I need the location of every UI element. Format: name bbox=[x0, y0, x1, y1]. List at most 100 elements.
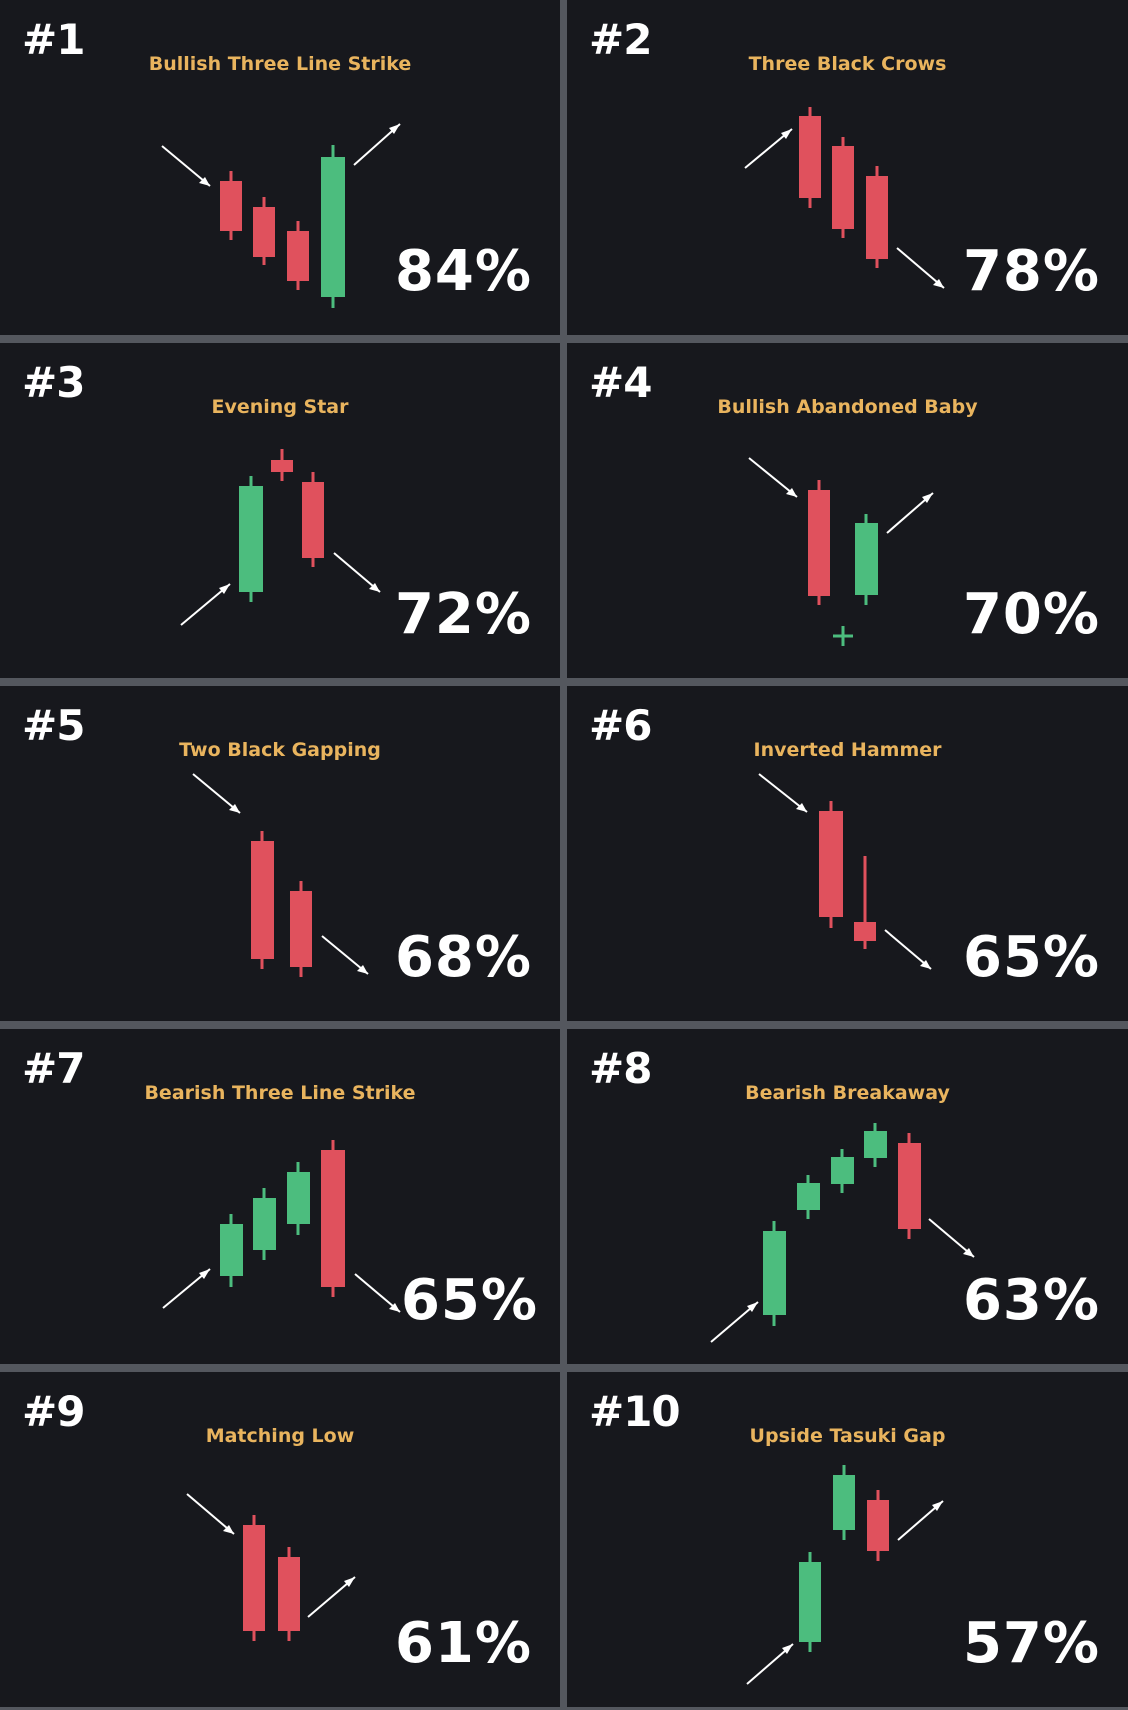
success-rate: 65% bbox=[400, 1268, 538, 1333]
pattern-panel-6: #6 Inverted Hammer 65% bbox=[567, 686, 1128, 1021]
arrow-down-in bbox=[748, 457, 798, 498]
pattern-name: Two Black Gapping bbox=[179, 739, 381, 761]
candlestick-diagram bbox=[744, 107, 945, 289]
arrow-up-out bbox=[307, 1576, 356, 1618]
pattern-panel-7: #7 Bearish Three Line Strike 65% bbox=[0, 1029, 560, 1364]
arrow-up-in bbox=[746, 1643, 794, 1685]
candle-bearish-small bbox=[271, 449, 293, 481]
pattern-name: Matching Low bbox=[205, 1425, 355, 1447]
pattern-panel-2: #2 Three Black Crows 78% bbox=[567, 0, 1128, 335]
arrow-up-in bbox=[162, 1268, 211, 1309]
pattern-panel-1: #1 Bullish Three Line Strike 84% bbox=[0, 0, 560, 335]
pattern-panel-3: #3 Evening Star 72% bbox=[0, 343, 560, 678]
candle-bearish bbox=[819, 801, 843, 928]
pattern-name: Bullish Three Line Strike bbox=[148, 53, 412, 75]
candle-bearish bbox=[278, 1547, 300, 1641]
candle-bullish bbox=[287, 1162, 310, 1235]
pattern-panel-4: #4 Bullish Abandoned Baby 70% bbox=[567, 343, 1128, 678]
rank-label: #7 bbox=[22, 1044, 85, 1093]
pattern-name: Three Black Crows bbox=[748, 53, 947, 75]
candle-bullish bbox=[253, 1188, 276, 1260]
candle-bullish bbox=[855, 514, 878, 605]
arrow-down-in bbox=[758, 773, 808, 813]
candle-bullish bbox=[864, 1123, 887, 1167]
candle-bullish bbox=[220, 1214, 243, 1287]
pattern-panel-10: #10 Upside Tasuki Gap 57% bbox=[567, 1372, 1128, 1707]
arrow-up-out bbox=[886, 492, 934, 534]
pattern-panel-9: #9 Matching Low 61% bbox=[0, 1372, 560, 1707]
success-rate: 84% bbox=[394, 239, 532, 304]
success-rate: 57% bbox=[962, 1611, 1100, 1676]
candle-bullish bbox=[797, 1175, 820, 1219]
candlestick-diagram bbox=[161, 123, 401, 308]
candlestick-diagram bbox=[710, 1123, 975, 1343]
candle-bearish bbox=[220, 171, 242, 240]
candle-bullish bbox=[321, 145, 345, 308]
arrow-down-in bbox=[192, 773, 241, 814]
success-rate: 61% bbox=[394, 1611, 532, 1676]
candle-bearish bbox=[866, 166, 888, 268]
rank-label: #2 bbox=[589, 15, 652, 64]
arrow-down-in bbox=[186, 1493, 235, 1535]
rank-label: #5 bbox=[22, 701, 85, 750]
candlestick-diagram bbox=[748, 457, 934, 646]
rank-label: #4 bbox=[589, 358, 652, 407]
arrow-up-out bbox=[897, 1500, 944, 1541]
rank-label: #1 bbox=[22, 15, 85, 64]
inverted-hammer-candle bbox=[854, 856, 876, 949]
success-rate: 78% bbox=[962, 239, 1100, 304]
candle-bearish bbox=[253, 197, 275, 265]
candle-bearish bbox=[808, 480, 830, 605]
arrow-down-out bbox=[321, 935, 369, 975]
candlestick-diagram bbox=[162, 1140, 401, 1313]
candle-bearish bbox=[867, 1490, 889, 1561]
candle-bearish bbox=[290, 881, 312, 977]
candle-bullish bbox=[799, 1552, 821, 1652]
success-rate: 70% bbox=[962, 582, 1100, 647]
pattern-panel-8: #8 Bearish Breakaway 63% bbox=[567, 1029, 1128, 1364]
arrow-down-in bbox=[161, 145, 211, 187]
candle-bearish bbox=[799, 107, 821, 208]
candle-bullish bbox=[831, 1149, 854, 1193]
success-rate: 65% bbox=[962, 925, 1100, 990]
candlestick-diagram bbox=[746, 1465, 944, 1685]
candlestick-diagram bbox=[758, 773, 932, 970]
pattern-name: Bearish Three Line Strike bbox=[144, 1082, 416, 1104]
arrow-up-in bbox=[710, 1301, 759, 1343]
candlestick-diagram bbox=[180, 449, 381, 626]
candle-bearish bbox=[898, 1133, 921, 1239]
candlestick-diagram bbox=[192, 773, 369, 977]
candle-bearish bbox=[321, 1140, 345, 1297]
candle-bearish bbox=[302, 472, 324, 567]
rank-label: #8 bbox=[589, 1044, 652, 1093]
candle-bearish bbox=[287, 221, 309, 290]
arrow-up-in bbox=[180, 583, 231, 626]
pattern-panel-5: #5 Two Black Gapping 68% bbox=[0, 686, 560, 1021]
candle-bearish bbox=[832, 137, 854, 238]
arrow-down-out bbox=[354, 1273, 401, 1313]
success-rate: 63% bbox=[962, 1268, 1100, 1333]
arrow-up-out bbox=[353, 123, 401, 166]
pattern-name: Inverted Hammer bbox=[753, 739, 942, 761]
candlestick-diagram bbox=[186, 1493, 356, 1641]
success-rate: 68% bbox=[394, 925, 532, 990]
doji-cross bbox=[833, 626, 853, 646]
pattern-name: Upside Tasuki Gap bbox=[749, 1425, 946, 1447]
rank-label: #10 bbox=[589, 1387, 681, 1436]
candle-bearish bbox=[251, 831, 274, 969]
pattern-name: Bearish Breakaway bbox=[745, 1082, 950, 1104]
candle-bullish bbox=[833, 1465, 855, 1540]
pattern-name: Evening Star bbox=[211, 396, 349, 418]
success-rate: 72% bbox=[394, 582, 532, 647]
arrow-down-out bbox=[333, 552, 381, 593]
pattern-name: Bullish Abandoned Baby bbox=[717, 396, 978, 418]
rank-label: #9 bbox=[22, 1387, 85, 1436]
arrow-up-in bbox=[744, 128, 793, 169]
candle-bearish bbox=[243, 1515, 265, 1641]
arrow-down-out bbox=[884, 929, 932, 970]
candle-bullish bbox=[239, 476, 263, 602]
arrow-down-out bbox=[928, 1218, 975, 1258]
arrow-down-out bbox=[896, 247, 945, 289]
rank-label: #3 bbox=[22, 358, 85, 407]
